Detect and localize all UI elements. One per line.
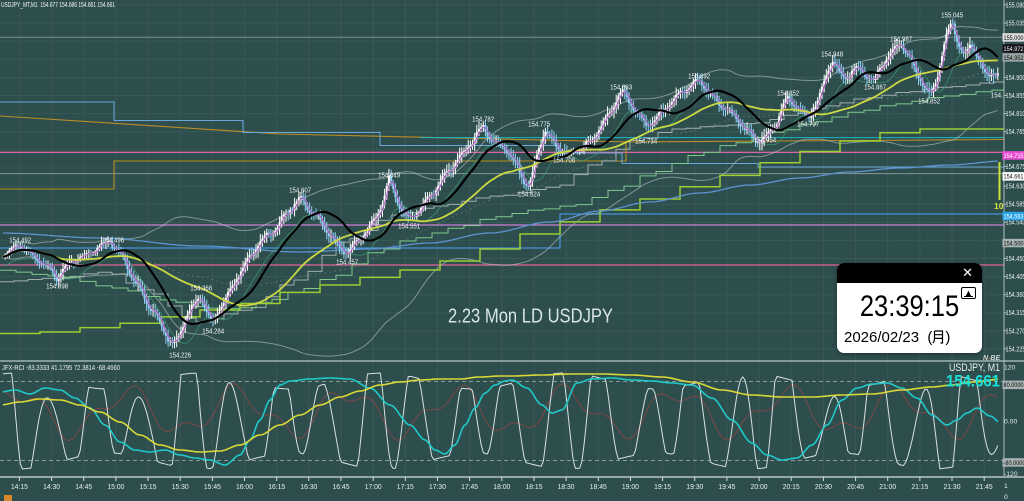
svg-text:154.852: 154.852 — [918, 97, 940, 106]
svg-text:18:00: 18:00 — [493, 482, 510, 491]
svg-text:154.775: 154.775 — [528, 120, 550, 129]
svg-text:18:30: 18:30 — [558, 482, 575, 491]
svg-text:20:45: 20:45 — [847, 482, 864, 491]
svg-text:154.366: 154.366 — [190, 284, 212, 293]
svg-text:154.450: 154.450 — [1006, 254, 1024, 263]
svg-text:14:30: 14:30 — [43, 482, 60, 491]
svg-text:15:00: 15:00 — [107, 482, 124, 491]
svg-text:154.563: 154.563 — [1004, 213, 1024, 220]
svg-text:16:45: 16:45 — [333, 482, 350, 491]
svg-text:154.551: 154.551 — [398, 222, 420, 231]
svg-text:19:15: 19:15 — [654, 482, 671, 491]
svg-text:JFX-RCI -83.3333 41.1795 72.38: JFX-RCI -83.3333 41.1795 72.3814 -68.466… — [2, 363, 120, 372]
svg-text:80.0000: 80.0000 — [1004, 382, 1024, 389]
svg-text:-80.0000: -80.0000 — [1004, 460, 1024, 467]
svg-text:17:15: 17:15 — [397, 482, 414, 491]
svg-text:155.045: 155.045 — [941, 11, 963, 20]
svg-text:21:45: 21:45 — [976, 482, 993, 491]
svg-text:20:00: 20:00 — [751, 482, 768, 491]
svg-text:2.23 Mon LD USDJPY: 2.23 Mon LD USDJPY — [448, 305, 613, 328]
svg-text:N-BE: N-BE — [983, 355, 1000, 362]
svg-text:20:15: 20:15 — [783, 482, 800, 491]
svg-text:154.661: 154.661 — [1004, 174, 1024, 181]
svg-text:154.948: 154.948 — [821, 50, 843, 59]
svg-text:16:30: 16:30 — [300, 482, 317, 491]
svg-text:1: 1 — [1004, 483, 1008, 490]
svg-text:0: 0 — [1004, 494, 1008, 501]
svg-text:154.782: 154.782 — [472, 115, 494, 124]
svg-text:154.405: 154.405 — [1006, 272, 1024, 281]
svg-text:17:00: 17:00 — [365, 482, 382, 491]
svg-text:0.00: 0.00 — [1004, 419, 1017, 426]
svg-text:154.855: 154.855 — [1006, 91, 1024, 100]
svg-text:154.754: 154.754 — [754, 136, 776, 145]
svg-text:19:00: 19:00 — [622, 482, 639, 491]
svg-text:154.496: 154.496 — [102, 236, 124, 245]
svg-text:154.607: 154.607 — [289, 186, 311, 195]
svg-text:154.900: 154.900 — [1006, 73, 1024, 82]
svg-text:154.284: 154.284 — [202, 327, 224, 336]
svg-text:155.080: 155.080 — [1006, 0, 1024, 9]
svg-text:15:15: 15:15 — [140, 482, 157, 491]
svg-text:154.315: 154.315 — [1006, 308, 1024, 317]
svg-text:154.492: 154.492 — [9, 236, 31, 245]
svg-text:154.765: 154.765 — [1006, 127, 1024, 136]
svg-text:154.398: 154.398 — [46, 282, 68, 291]
svg-text:154.797: 154.797 — [797, 120, 819, 129]
svg-text:154.270: 154.270 — [1006, 326, 1024, 335]
svg-text:154.226: 154.226 — [169, 351, 191, 360]
svg-text:154.661: 154.661 — [946, 373, 1000, 391]
svg-text:17:45: 17:45 — [461, 482, 478, 491]
svg-text:15:45: 15:45 — [204, 482, 221, 491]
svg-text:154.852: 154.852 — [777, 89, 799, 98]
svg-text:154.734: 154.734 — [635, 137, 657, 146]
svg-text:USDJPY, M1: USDJPY, M1 — [949, 362, 1000, 374]
svg-text:120: 120 — [1004, 365, 1016, 372]
svg-text:154.: 154. — [991, 91, 1003, 100]
svg-text:154.810: 154.810 — [1006, 109, 1024, 118]
svg-text:18:15: 18:15 — [526, 482, 543, 491]
svg-text:-120: -120 — [1004, 471, 1018, 478]
svg-text:10: 10 — [994, 201, 1004, 211]
svg-text:21:30: 21:30 — [944, 482, 961, 491]
svg-text:154.987: 154.987 — [890, 35, 912, 44]
svg-text:154.863: 154.863 — [610, 83, 632, 92]
svg-text:154.708: 154.708 — [553, 156, 575, 165]
svg-text:154.675: 154.675 — [1006, 162, 1024, 171]
svg-text:18:45: 18:45 — [590, 482, 607, 491]
svg-text:154.892: 154.892 — [688, 72, 710, 81]
svg-text:154.457: 154.457 — [336, 258, 358, 267]
svg-text:USDJPY_MT,M1 154.677 154.686: USDJPY_MT,M1 154.677 154.686 154.661 154… — [1, 0, 115, 9]
svg-text:154.972: 154.972 — [1004, 46, 1024, 53]
svg-text:19:45: 19:45 — [718, 482, 735, 491]
svg-text:154.360: 154.360 — [1006, 290, 1024, 299]
svg-text:155.035: 155.035 — [1006, 19, 1024, 28]
svg-text:154.585: 154.585 — [1006, 200, 1024, 209]
svg-text:21:15: 21:15 — [911, 482, 928, 491]
svg-text:14:45: 14:45 — [75, 482, 92, 491]
svg-text:154.624: 154.624 — [518, 190, 540, 199]
svg-text:19:30: 19:30 — [686, 482, 703, 491]
svg-text:21:00: 21:00 — [879, 482, 896, 491]
svg-text:155.000: 155.000 — [1004, 35, 1024, 42]
svg-text:14:15: 14:15 — [11, 482, 28, 491]
svg-text:16:00: 16:00 — [236, 482, 253, 491]
svg-text:154.649: 154.649 — [378, 171, 400, 180]
svg-text:154.715: 154.715 — [1004, 153, 1024, 160]
svg-text:15:30: 15:30 — [172, 482, 189, 491]
svg-text:154.500: 154.500 — [1004, 240, 1024, 247]
svg-text:154.630: 154.630 — [1006, 182, 1024, 191]
svg-text:16:15: 16:15 — [268, 482, 285, 491]
svg-text:17:30: 17:30 — [429, 482, 446, 491]
svg-text:154.225: 154.225 — [1006, 344, 1024, 353]
svg-text:154.887: 154.887 — [864, 83, 886, 92]
svg-text:20:30: 20:30 — [815, 482, 832, 491]
svg-text:154.952: 154.952 — [1004, 55, 1024, 62]
svg-text:154.540: 154.540 — [1006, 218, 1024, 227]
